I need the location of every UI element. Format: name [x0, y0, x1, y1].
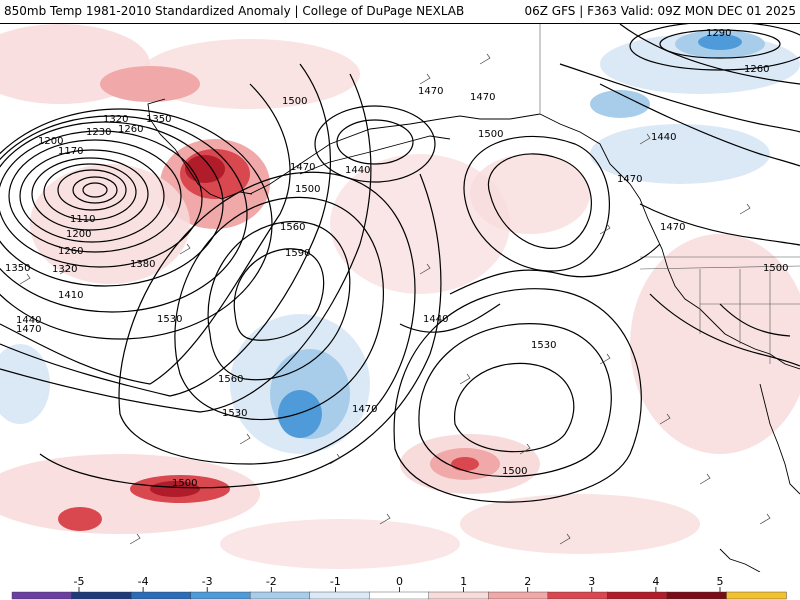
colorbar-swatch	[130, 591, 192, 600]
colorbar-tick-label: -4	[138, 575, 149, 588]
anomaly-shading	[0, 24, 800, 569]
model-run-info: 06Z GFS | F363 Valid: 09Z MON DEC 01 202…	[524, 4, 796, 18]
contour-label: 1230	[86, 127, 111, 138]
contour-label: 1260	[58, 246, 83, 257]
colorbar-swatch	[190, 591, 251, 600]
colorbar-tick-labels: -5 -4 -3 -2 -1 0 1 2 3 4 5	[74, 575, 724, 592]
height-contours	[0, 24, 800, 503]
colorbar-tick-label: 2	[524, 575, 531, 588]
colorbar-swatch	[369, 591, 430, 600]
colorbar-tick-label: 3	[588, 575, 595, 588]
contour-label: 1110	[70, 214, 95, 225]
contour-label: 1170	[58, 146, 83, 157]
colorbar-tick-label: 4	[652, 575, 659, 588]
contour-label: 1440	[651, 132, 676, 143]
colorbar-swatch	[71, 591, 132, 600]
contour-label: 1560	[280, 222, 305, 233]
chart-title: 850mb Temp 1981-2010 Standardized Anomal…	[4, 4, 465, 18]
colorbar-swatch	[11, 591, 73, 600]
colorbar-tick-label: 1	[460, 575, 467, 588]
contour-label: 1320	[103, 114, 128, 125]
contour-label: 1500	[295, 184, 320, 195]
contour-label: 1440	[423, 314, 448, 325]
contour-label: 1560	[218, 374, 243, 385]
contour-label: 1470	[617, 174, 642, 185]
contour-label: 1530	[531, 340, 556, 351]
colorbar-swatch	[428, 591, 490, 600]
colorbar-swatch	[726, 591, 787, 600]
contour-label: 1470	[470, 92, 495, 103]
colorbar-tick-label: -5	[74, 575, 85, 588]
contour-label: 1500	[502, 466, 527, 477]
contour-label: 1380	[130, 259, 155, 270]
contour-label: 1470	[418, 86, 443, 97]
contour-label: 1440	[16, 315, 41, 326]
contour-label: 1320	[52, 264, 77, 275]
colorbar-swatch	[309, 591, 370, 600]
contour-label: 1440	[345, 165, 370, 176]
contour-label: 1530	[222, 408, 247, 419]
anomaly-colorbar: -5 -4 -3 -2 -1 0 1 2 3 4 5	[0, 572, 800, 600]
contour-label: 1500	[282, 96, 307, 107]
contour-label: 1590	[285, 248, 310, 259]
contour-label: 1530	[157, 314, 182, 325]
contour-label: 1350	[146, 114, 171, 125]
colorbar-tick-label: -3	[202, 575, 213, 588]
colorbar-swatches	[11, 591, 787, 600]
contour-label: 1200	[66, 229, 91, 240]
contour-label: 1500	[763, 263, 788, 274]
chart-header: 850mb Temp 1981-2010 Standardized Anomal…	[0, 0, 800, 24]
contour-label: 1470	[16, 324, 41, 335]
contour-label: 1470	[352, 404, 377, 415]
contour-label: 1260	[744, 64, 769, 75]
contour-label: 1500	[172, 478, 197, 489]
colorbar-tick-label: 5	[717, 575, 724, 588]
colorbar-tick-label: 0	[396, 575, 403, 588]
colorbar-tick-label: -1	[330, 575, 341, 588]
contour-label: 1200	[38, 136, 63, 147]
wind-barbs	[19, 53, 771, 545]
contour-label: 1350	[5, 263, 30, 274]
colorbar-tick-label: -2	[266, 575, 277, 588]
contour-label: 1260	[118, 124, 143, 135]
contour-label: 1500	[478, 129, 503, 140]
contour-label: 1470	[290, 162, 315, 173]
colorbar-swatch	[547, 591, 609, 600]
contour-label: 1410	[58, 290, 83, 301]
contour-label: 1290	[706, 28, 731, 39]
contour-label: 1470	[660, 222, 685, 233]
colorbar-swatch	[488, 591, 549, 600]
colorbar-swatch	[249, 591, 311, 600]
political-borders	[539, 24, 800, 364]
weather-map: 1290 1260 1470 1470 1500 1320 1350 1230 …	[0, 24, 800, 572]
colorbar-swatch	[666, 591, 728, 600]
contour-label-group: 1290 1260 1470 1470 1500 1320 1350 1230 …	[5, 28, 788, 489]
colorbar-swatch	[607, 591, 668, 600]
